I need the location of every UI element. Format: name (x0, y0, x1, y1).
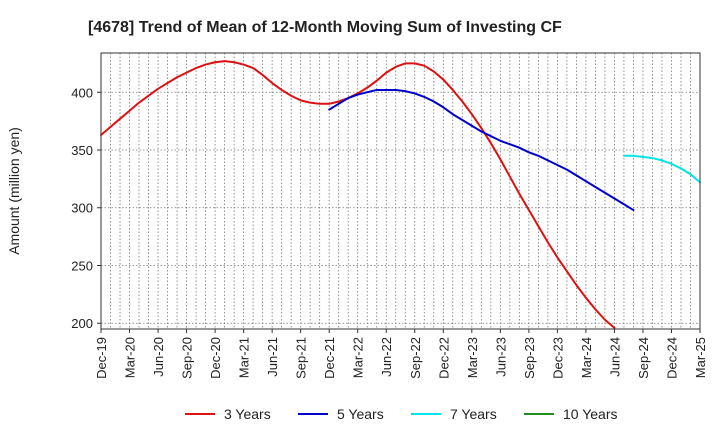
y-tick-label: 400 (71, 85, 93, 100)
x-tick-label: Mar-25 (693, 337, 708, 378)
y-tick-label: 300 (71, 201, 93, 216)
series-line-7-years (622, 154, 701, 184)
series-line-5-years (328, 88, 635, 212)
x-tick-label: Jun-20 (151, 337, 166, 377)
x-tick-label: Dec-20 (208, 337, 223, 379)
x-tick-label: Dec-19 (94, 337, 109, 379)
x-tick-label: Sep-24 (636, 337, 651, 379)
x-tick-label: Jun-22 (379, 337, 394, 377)
grid (101, 53, 700, 329)
x-tick-label: Jun-24 (607, 337, 622, 377)
x-tick-label: Dec-23 (550, 337, 565, 379)
x-tick-label: Mar-22 (351, 337, 366, 378)
y-tick-label: 250 (71, 258, 93, 273)
x-tick-label: Mar-21 (237, 337, 252, 378)
legend-label: 5 Years (337, 406, 384, 422)
y-tick-label: 200 (71, 316, 93, 331)
x-tick-label: Jun-23 (493, 337, 508, 377)
x-tick-label: Dec-21 (322, 337, 337, 379)
x-tick-label: Sep-21 (294, 337, 309, 379)
y-tick-label: 350 (71, 143, 93, 158)
y-axis-ticks: 200 250 300 350 400 (71, 85, 101, 331)
x-tick-label: Mar-23 (465, 337, 480, 378)
x-tick-label: Dec-22 (436, 337, 451, 379)
series-lines (100, 60, 701, 329)
legend-label: 10 Years (563, 406, 618, 422)
x-tick-label: Mar-20 (123, 337, 138, 378)
x-tick-label: Dec-24 (664, 337, 679, 379)
x-tick-label: Sep-23 (522, 337, 537, 379)
plot-frame (100, 52, 701, 330)
x-axis-ticks: Dec-19 Mar-20 Jun-20 Sep-20 Dec-20 Mar-21 Jun-… (94, 329, 708, 379)
legend-label: 3 Years (224, 406, 271, 422)
x-tick-label: Sep-22 (408, 337, 423, 379)
legend-label: 7 Years (450, 406, 497, 422)
x-tick-label: Jun-21 (265, 337, 280, 377)
y-axis-label: Amount (million yen) (6, 127, 22, 255)
legend: 3 Years 5 Years 7 Years 10 Years (185, 406, 618, 422)
series-line-3-years (100, 60, 616, 329)
chart-title: [4678] Trend of Mean of 12-Month Moving … (88, 19, 562, 36)
x-tick-label: Sep-20 (180, 337, 195, 379)
x-tick-label: Mar-24 (579, 337, 594, 378)
